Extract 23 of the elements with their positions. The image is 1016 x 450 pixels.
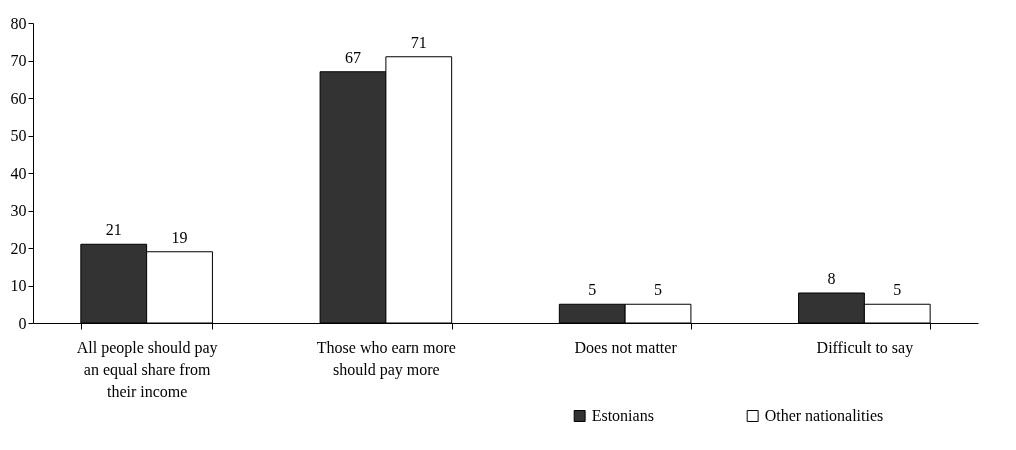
x-tick-label: All people should pay an equal share from their income [76, 338, 218, 400]
y-tick-label: 70 [10, 52, 27, 69]
data-label: 5 [654, 281, 663, 299]
legend-label: Other nationalities [764, 407, 884, 424]
data-label: 8 [827, 270, 836, 287]
y-tick-label: 80 [10, 14, 27, 32]
data-label: 71 [410, 33, 427, 51]
y-tick-label: 50 [10, 127, 27, 144]
data-label: 5 [588, 281, 597, 299]
y-tick-label: 0 [18, 314, 27, 332]
legend-label: Estonians [591, 407, 654, 424]
data-label: 21 [105, 221, 122, 239]
y-tick-label: 40 [10, 164, 27, 182]
y-tick-label: 20 [10, 239, 27, 257]
y-tick-label: 60 [10, 89, 27, 107]
data-label: 67 [344, 48, 361, 66]
y-tick-label: 30 [10, 202, 27, 219]
data-label: 19 [171, 228, 188, 246]
x-tick-label: Does not matter [574, 338, 678, 356]
y-tick-label: 10 [10, 277, 27, 294]
x-tick-label: Difficult to say [816, 338, 914, 357]
x-tick-label: Those who earn more should pay more [316, 338, 456, 379]
data-label: 5 [893, 281, 902, 299]
